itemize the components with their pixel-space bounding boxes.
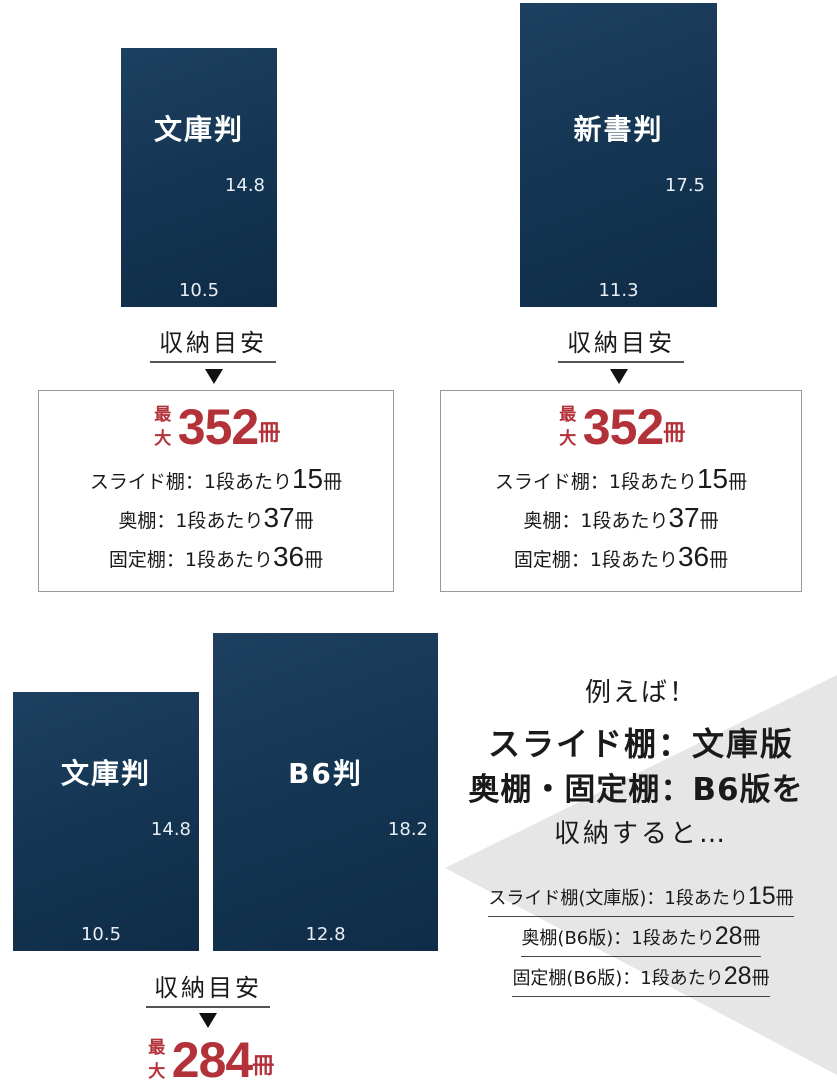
example-row-slide: スライド棚(文庫版)：1段あたり15冊 <box>445 880 837 917</box>
book-title: 文庫判 <box>60 757 151 790</box>
max-prefix: 最大 <box>559 405 577 449</box>
row-slide: スライド棚：1段あたり15冊 <box>89 463 343 494</box>
example-row-back: 奥棚(B6版)：1段あたり28冊 <box>445 920 837 957</box>
book-title: 新書判 <box>573 113 664 146</box>
max-capacity: 最大 352 冊 <box>39 399 393 455</box>
book-b6: B6判 18.2 12.8 <box>213 633 438 951</box>
down-arrow-icon <box>205 369 223 384</box>
capacity-box: 最大 352 冊 スライド棚：1段あたり15冊 奥棚：1段あたり37冊 固定棚：1段… <box>38 390 394 592</box>
max-prefix: 最大 <box>148 1038 166 1082</box>
book-height: 17.5 <box>664 175 705 196</box>
book-width: 12.8 <box>305 924 346 945</box>
example-line1: スライド棚：文庫版 <box>487 725 794 763</box>
down-arrow-icon <box>610 369 628 384</box>
book-width: 11.3 <box>598 280 639 301</box>
book-title: B6判 <box>288 757 363 790</box>
capacity-box: 最大 352 冊 スライド棚：1段あたり15冊 奥棚：1段あたり37冊 固定棚：1段… <box>440 390 802 592</box>
max-prefix: 最大 <box>154 405 172 449</box>
book-height: 18.2 <box>387 819 428 840</box>
book-shinsho: 新書判 17.5 11.3 <box>520 3 717 307</box>
book-height: 14.8 <box>224 175 265 196</box>
example-line3: 収納すると… <box>553 819 728 849</box>
row-back: 奥棚：1段あたり37冊 <box>523 502 719 533</box>
book-width: 10.5 <box>178 280 220 301</box>
example-row-fixed: 固定棚(B6版)：1段あたり28冊 <box>445 960 837 997</box>
row-fixed: 固定棚：1段あたり36冊 <box>513 541 729 572</box>
row-fixed: 固定棚：1段あたり36冊 <box>108 541 324 572</box>
example-line2: 奥棚・固定棚：B6版を <box>468 772 804 808</box>
row-back: 奥棚：1段あたり37冊 <box>118 502 314 533</box>
max-capacity: 最大 284 冊 <box>20 1032 400 1088</box>
book-width: 10.5 <box>80 924 122 945</box>
example-intro: 例えば！ <box>584 678 697 708</box>
storage-label: 収納目安 <box>558 327 684 363</box>
down-arrow-icon <box>199 1013 217 1028</box>
book-bunko: 文庫判 14.8 10.5 <box>121 48 277 307</box>
storage-label: 収納目安 <box>150 327 276 363</box>
max-capacity: 最大 352 冊 <box>441 399 801 455</box>
book-title: 文庫判 <box>153 113 244 146</box>
row-slide: スライド棚：1段あたり15冊 <box>494 463 748 494</box>
book-bunko: 文庫判 14.8 10.5 <box>13 692 199 951</box>
storage-label: 収納目安 <box>146 972 270 1008</box>
book-height: 14.8 <box>150 819 191 840</box>
